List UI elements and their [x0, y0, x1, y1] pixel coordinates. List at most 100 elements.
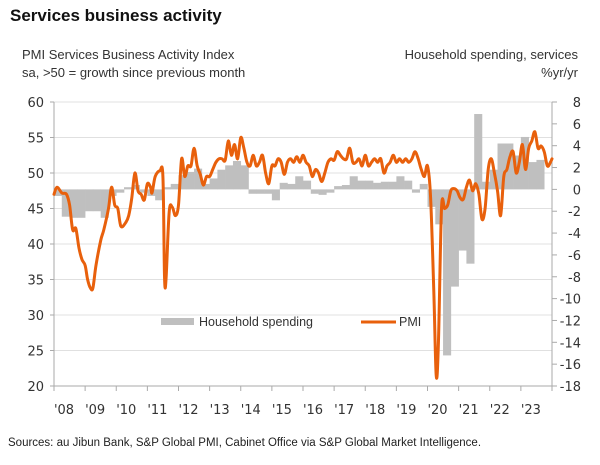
axes: 202530354045505560-18-16-14-12-10-8-6-4-…: [27, 96, 581, 418]
household-spending-bar: [497, 143, 506, 190]
household-spending-bar: [489, 169, 498, 190]
x-axis-tick-label: '18: [365, 403, 385, 418]
household-spending-bar: [271, 189, 280, 201]
household-spending-bar: [295, 176, 304, 190]
left-axis-subtitle-line-1: PMI Services Business Activity Index: [22, 47, 235, 62]
household-spending-bar: [318, 189, 327, 195]
left-axis-subtitle: PMI Services Business Activity Index sa,…: [22, 46, 245, 82]
household-spending-bar: [396, 176, 405, 190]
household-spending-bar: [248, 189, 257, 194]
household-spending-bar: [209, 178, 218, 190]
x-axis-tick-label: '14: [241, 403, 261, 418]
x-axis-tick-label: '23: [521, 403, 541, 418]
pmi-line-group: [52, 130, 554, 380]
x-axis-tick-label: '17: [334, 403, 354, 418]
household-spending-bar: [419, 183, 428, 190]
household-spending-bar: [326, 189, 335, 193]
household-spending-bar: [505, 143, 514, 190]
legend-swatch-household-spending: [161, 318, 194, 325]
household-spending-bar: [435, 189, 444, 225]
household-spending-bar: [349, 176, 358, 190]
right-axis-tick-label: -16: [560, 358, 581, 373]
household-spending-bar: [155, 189, 164, 201]
household-spending-bar: [100, 189, 109, 218]
right-axis-tick-label: 4: [573, 140, 581, 155]
household-spending-bar: [450, 189, 459, 287]
left-axis-tick-label: 55: [27, 132, 44, 147]
household-spending-bar: [77, 189, 86, 218]
household-spending-bar: [116, 189, 125, 193]
left-axis-tick-label: 35: [27, 274, 44, 289]
household-spending-bar: [287, 183, 296, 190]
right-axis-tick-label: -10: [560, 293, 581, 308]
household-spending-bar: [186, 171, 195, 190]
chart-title: Services business activity: [10, 6, 222, 25]
right-axis-tick-label: -12: [560, 314, 581, 329]
household-spending-bar: [178, 175, 187, 190]
household-spending-bar: [256, 189, 265, 194]
x-axis-tick-label: '12: [178, 403, 198, 418]
household-spending-bar: [380, 181, 389, 190]
household-spending-bar: [162, 187, 172, 190]
household-spending-bar: [201, 183, 210, 190]
household-spending-bar: [474, 114, 483, 190]
right-axis-tick-label: 2: [573, 162, 581, 177]
household-spending-bar: [341, 185, 350, 190]
household-spending-bar: [85, 189, 94, 212]
source-note: Sources: au Jibun Bank, S&P Global PMI, …: [8, 437, 482, 449]
right-axis-tick-label: -6: [568, 249, 581, 264]
right-axis-tick-label: 0: [573, 183, 581, 198]
x-axis-tick-label: '10: [116, 403, 136, 418]
household-spending-bar: [279, 182, 288, 190]
household-spending-bar: [373, 182, 382, 190]
household-spending-bar: [404, 180, 413, 190]
household-spending-bar: [334, 186, 343, 190]
household-spending-bar: [310, 189, 319, 194]
x-axis-tick-label: '16: [303, 403, 323, 418]
household-spending-bar: [411, 189, 421, 193]
household-spending-bar: [170, 183, 179, 190]
x-axis-tick-label: '11: [147, 403, 167, 418]
household-spending-bar: [466, 189, 475, 264]
left-axis-tick-label: 20: [27, 380, 44, 395]
left-axis-tick-label: 60: [27, 96, 44, 111]
x-axis-tick-label: '21: [459, 403, 479, 418]
legend-label-pmi: PMI: [399, 315, 421, 329]
right-axis-tick-label: 8: [573, 96, 581, 111]
left-axis-tick-label: 25: [27, 345, 44, 360]
household-spending-bar: [528, 162, 537, 190]
x-axis-tick-label: '20: [427, 403, 447, 418]
pmi-line: [52, 130, 554, 380]
household-spending-bar: [69, 189, 78, 218]
household-spending-bar: [61, 189, 70, 217]
legend: Household spending PMI: [161, 315, 421, 329]
household-spending-bar: [388, 181, 397, 190]
household-spending-bar: [232, 160, 242, 190]
household-spending-bar: [303, 180, 312, 190]
household-spending-bar: [92, 189, 101, 212]
household-spending-bar: [365, 180, 374, 190]
x-axis-tick-label: '13: [210, 403, 230, 418]
right-axis-subtitle: Household spending, services %yr/yr: [405, 46, 578, 82]
x-axis-tick-label: '08: [54, 403, 74, 418]
household-spending-bar: [264, 189, 273, 194]
household-spending-bar: [225, 165, 234, 190]
household-spending-bar: [124, 187, 133, 190]
household-spending-bar: [139, 189, 148, 193]
household-spending-bar: [240, 165, 249, 190]
left-axis-subtitle-line-2: sa, >50 = growth since previous month: [22, 65, 246, 80]
x-axis-tick-label: '09: [85, 403, 105, 418]
left-axis-tick-label: 30: [27, 309, 44, 324]
right-axis-tick-label: -18: [560, 380, 581, 395]
x-axis-tick-label: '22: [490, 403, 510, 418]
household-spending-bar: [217, 169, 226, 190]
household-spending-bar: [194, 168, 203, 190]
household-spending-bar: [443, 189, 452, 356]
household-spending-bar: [536, 159, 545, 190]
right-axis-tick-label: -14: [560, 336, 581, 351]
household-spending-bar: [131, 185, 140, 190]
right-axis-tick-label: -8: [568, 271, 581, 286]
x-axis-tick-label: '15: [272, 403, 292, 418]
left-axis-tick-label: 40: [27, 238, 44, 253]
